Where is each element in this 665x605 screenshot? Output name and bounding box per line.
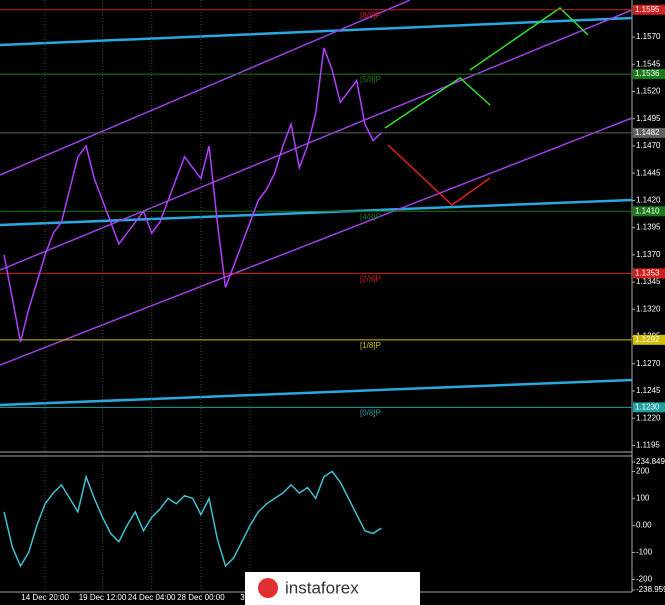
y-tick-label: 1.1420	[636, 196, 661, 205]
y-tick-label: 1.1245	[636, 386, 661, 395]
x-tick-label: 19 Dec 12:00	[79, 593, 127, 602]
level-box	[633, 334, 665, 345]
level-label: [1/8]P	[360, 341, 381, 350]
level-box	[633, 206, 665, 217]
level-box	[633, 402, 665, 413]
level-box	[633, 69, 665, 80]
level-value: 1.1353	[635, 268, 660, 277]
y-tick-label: 1.1220	[636, 413, 661, 422]
y-tick-label: 1.1320	[636, 304, 661, 313]
y-tick-label: 1.1570	[636, 32, 661, 41]
level-label: [8/8]P	[360, 11, 381, 20]
y-tick-label: 1.1470	[636, 141, 661, 150]
logo-icon	[258, 578, 278, 598]
y-tick-label: 1.1195	[636, 441, 660, 450]
level-value: 1.1292	[635, 335, 660, 344]
level-value: 1.1595	[635, 5, 660, 14]
series-line	[3, 47, 382, 343]
y-tick-label: 1.1345	[636, 277, 661, 286]
watermark: instaforex	[285, 578, 359, 597]
y-tick-label: 1.1395	[636, 223, 661, 232]
y-tick-label: 100	[636, 494, 650, 503]
y-tick-label: 200	[636, 467, 650, 476]
y-tick-label: -238.9591	[636, 585, 665, 594]
y-tick-label: 1.1445	[636, 168, 661, 177]
level-label: [0/8]P	[360, 408, 381, 417]
level-box	[633, 4, 665, 15]
x-tick-label: 24 Dec 04:00	[128, 593, 176, 602]
y-tick-label: 1.1370	[636, 250, 661, 259]
y-tick-label: 1.1545	[636, 59, 661, 68]
y-tick-label: 1.1520	[636, 87, 661, 96]
y-tick-label: 0.00	[636, 521, 652, 530]
x-tick-label: 28 Dec 00:00	[177, 593, 225, 602]
y-tick-label: -100	[636, 548, 653, 557]
y-tick-label: 1.1495	[636, 114, 661, 123]
layout	[0, 0, 633, 593]
y-tick-label: -200	[636, 575, 653, 584]
level-value: 1.1410	[635, 206, 660, 215]
level-label: [5/8]P	[360, 75, 381, 84]
y-tick-label: 234.8491	[636, 457, 665, 466]
level-value: 1.1536	[635, 69, 660, 78]
series-line	[3, 470, 382, 568]
level-value: 1.1230	[635, 402, 660, 411]
level-box	[633, 268, 665, 279]
price-box	[633, 127, 665, 138]
level-label: [2/8]P	[360, 274, 381, 283]
level-label: [4/8]P	[360, 212, 381, 221]
x-tick-label: 14 Dec 20:00	[21, 593, 69, 602]
y-tick-label: 1.1270	[636, 359, 661, 368]
price-value: 1.1482	[635, 128, 660, 137]
